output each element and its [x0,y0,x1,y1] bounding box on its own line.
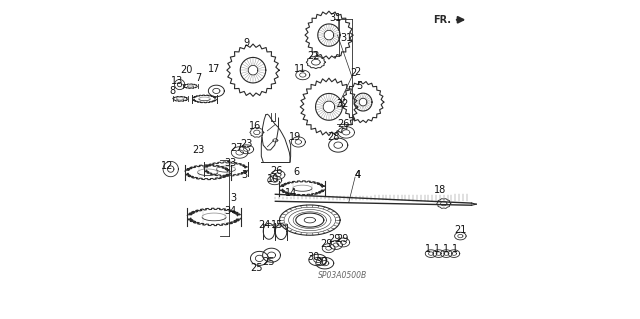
Text: 10: 10 [267,174,279,184]
Text: 30: 30 [315,256,327,267]
Text: 2: 2 [350,68,356,78]
Text: 26: 26 [337,119,349,130]
Text: 3: 3 [241,170,247,180]
Text: 11: 11 [294,63,307,74]
Text: 31: 31 [329,12,341,23]
Text: 1: 1 [426,244,431,254]
Text: 25: 25 [262,256,275,267]
Text: 19: 19 [289,132,301,142]
Text: 14: 14 [285,188,298,198]
Text: SP03A0500B: SP03A0500B [317,271,367,280]
Text: 7: 7 [195,73,201,83]
Text: 12: 12 [161,161,173,171]
Text: 26: 26 [271,166,283,176]
Text: 23: 23 [240,138,252,149]
Text: 34: 34 [224,205,236,216]
Text: 31: 31 [340,33,353,43]
Text: 17: 17 [208,63,220,74]
Text: 1: 1 [435,244,440,254]
Text: 3: 3 [230,193,237,203]
Text: 29: 29 [328,234,340,244]
Text: 15: 15 [271,220,283,230]
Text: 30: 30 [307,252,319,262]
Text: 2: 2 [355,67,361,77]
Text: 27: 27 [230,143,243,153]
Text: 28: 28 [328,132,340,142]
Text: 13: 13 [171,76,183,86]
Text: FR.: FR. [433,15,451,25]
Text: 8: 8 [169,86,175,96]
Text: 29: 29 [336,234,349,244]
Text: 22: 22 [307,51,320,61]
Text: 23: 23 [192,145,204,155]
Text: 5: 5 [356,81,362,91]
Text: 29: 29 [320,239,333,249]
Text: 18: 18 [433,185,445,195]
Text: 24: 24 [258,220,270,230]
Text: 9: 9 [244,38,250,48]
Text: 32: 32 [336,99,349,109]
Text: 1: 1 [452,244,458,254]
Text: 33: 33 [224,158,236,168]
Text: 16: 16 [248,121,260,131]
Text: 4: 4 [355,170,360,180]
Text: 6: 6 [293,167,300,177]
Text: 1: 1 [443,244,449,254]
Text: 25: 25 [250,263,262,273]
Text: 4: 4 [355,170,360,180]
Text: 20: 20 [180,64,193,75]
Text: 21: 21 [454,225,467,235]
